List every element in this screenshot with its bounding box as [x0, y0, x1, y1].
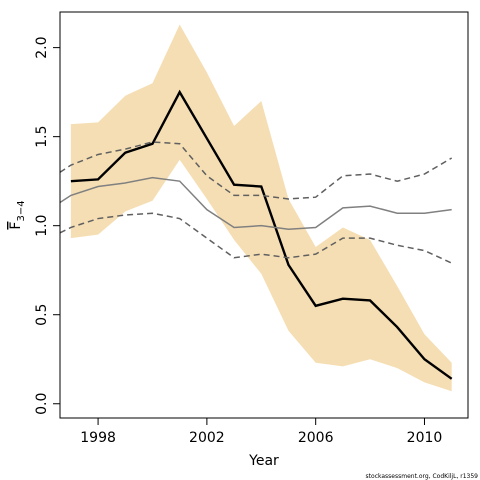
y-tick-label: 0.5 — [34, 304, 50, 326]
y-tick-label: 0.0 — [34, 393, 50, 415]
y-axis-title-main: F — [8, 222, 24, 230]
plot-frame — [59, 11, 469, 419]
reference-bound-line-4 — [60, 212, 452, 264]
plot-area — [60, 24, 453, 392]
y-tick-label: 1.5 — [34, 126, 50, 148]
svg-text:F3−4: F3−4 — [8, 200, 27, 229]
x-axis-title: Year — [248, 453, 279, 469]
source-note: stockassessment.org, CodKiljL, r1359 — [366, 473, 479, 480]
y-tick-label: 1.0 — [34, 215, 50, 237]
reference-line — [60, 176, 452, 230]
x-tick-label: 2002 — [189, 430, 225, 446]
plot-layer — [60, 24, 453, 392]
reference-bound-line-3 — [60, 141, 453, 200]
y-axis-title-subscript: 3−4 — [16, 200, 27, 221]
y-axis-title: F3−4 — [8, 200, 27, 229]
y-tick-label: 2.0 — [34, 36, 50, 58]
x-tick-label: 2006 — [298, 430, 334, 446]
x-tick-label: 2010 — [407, 430, 443, 446]
x-tick-label: 1998 — [80, 430, 116, 446]
confidence-band — [70, 24, 452, 392]
estimate-line — [70, 89, 453, 380]
y-axis: 0.0 0.5 1.0 1.5 2.0 — [34, 36, 60, 415]
x-axis: 1998 2002 2006 2010 — [80, 418, 442, 446]
